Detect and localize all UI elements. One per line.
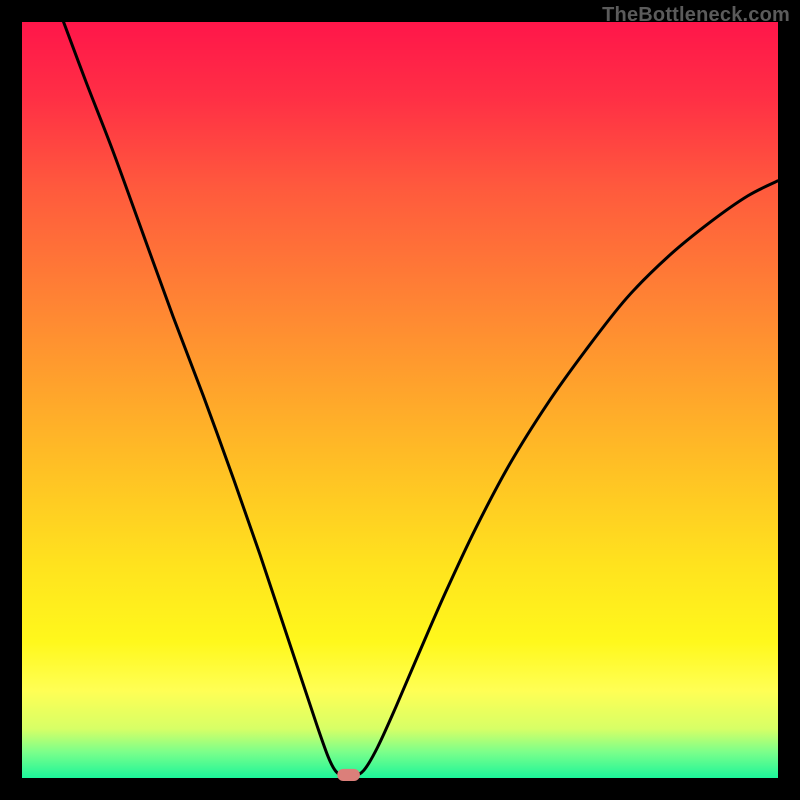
optimum-marker [337, 769, 360, 781]
source-watermark: TheBottleneck.com [602, 4, 790, 27]
bottleneck-chart: TheBottleneck.com [0, 0, 800, 800]
chart-svg [0, 0, 800, 800]
plot-area [22, 22, 778, 778]
